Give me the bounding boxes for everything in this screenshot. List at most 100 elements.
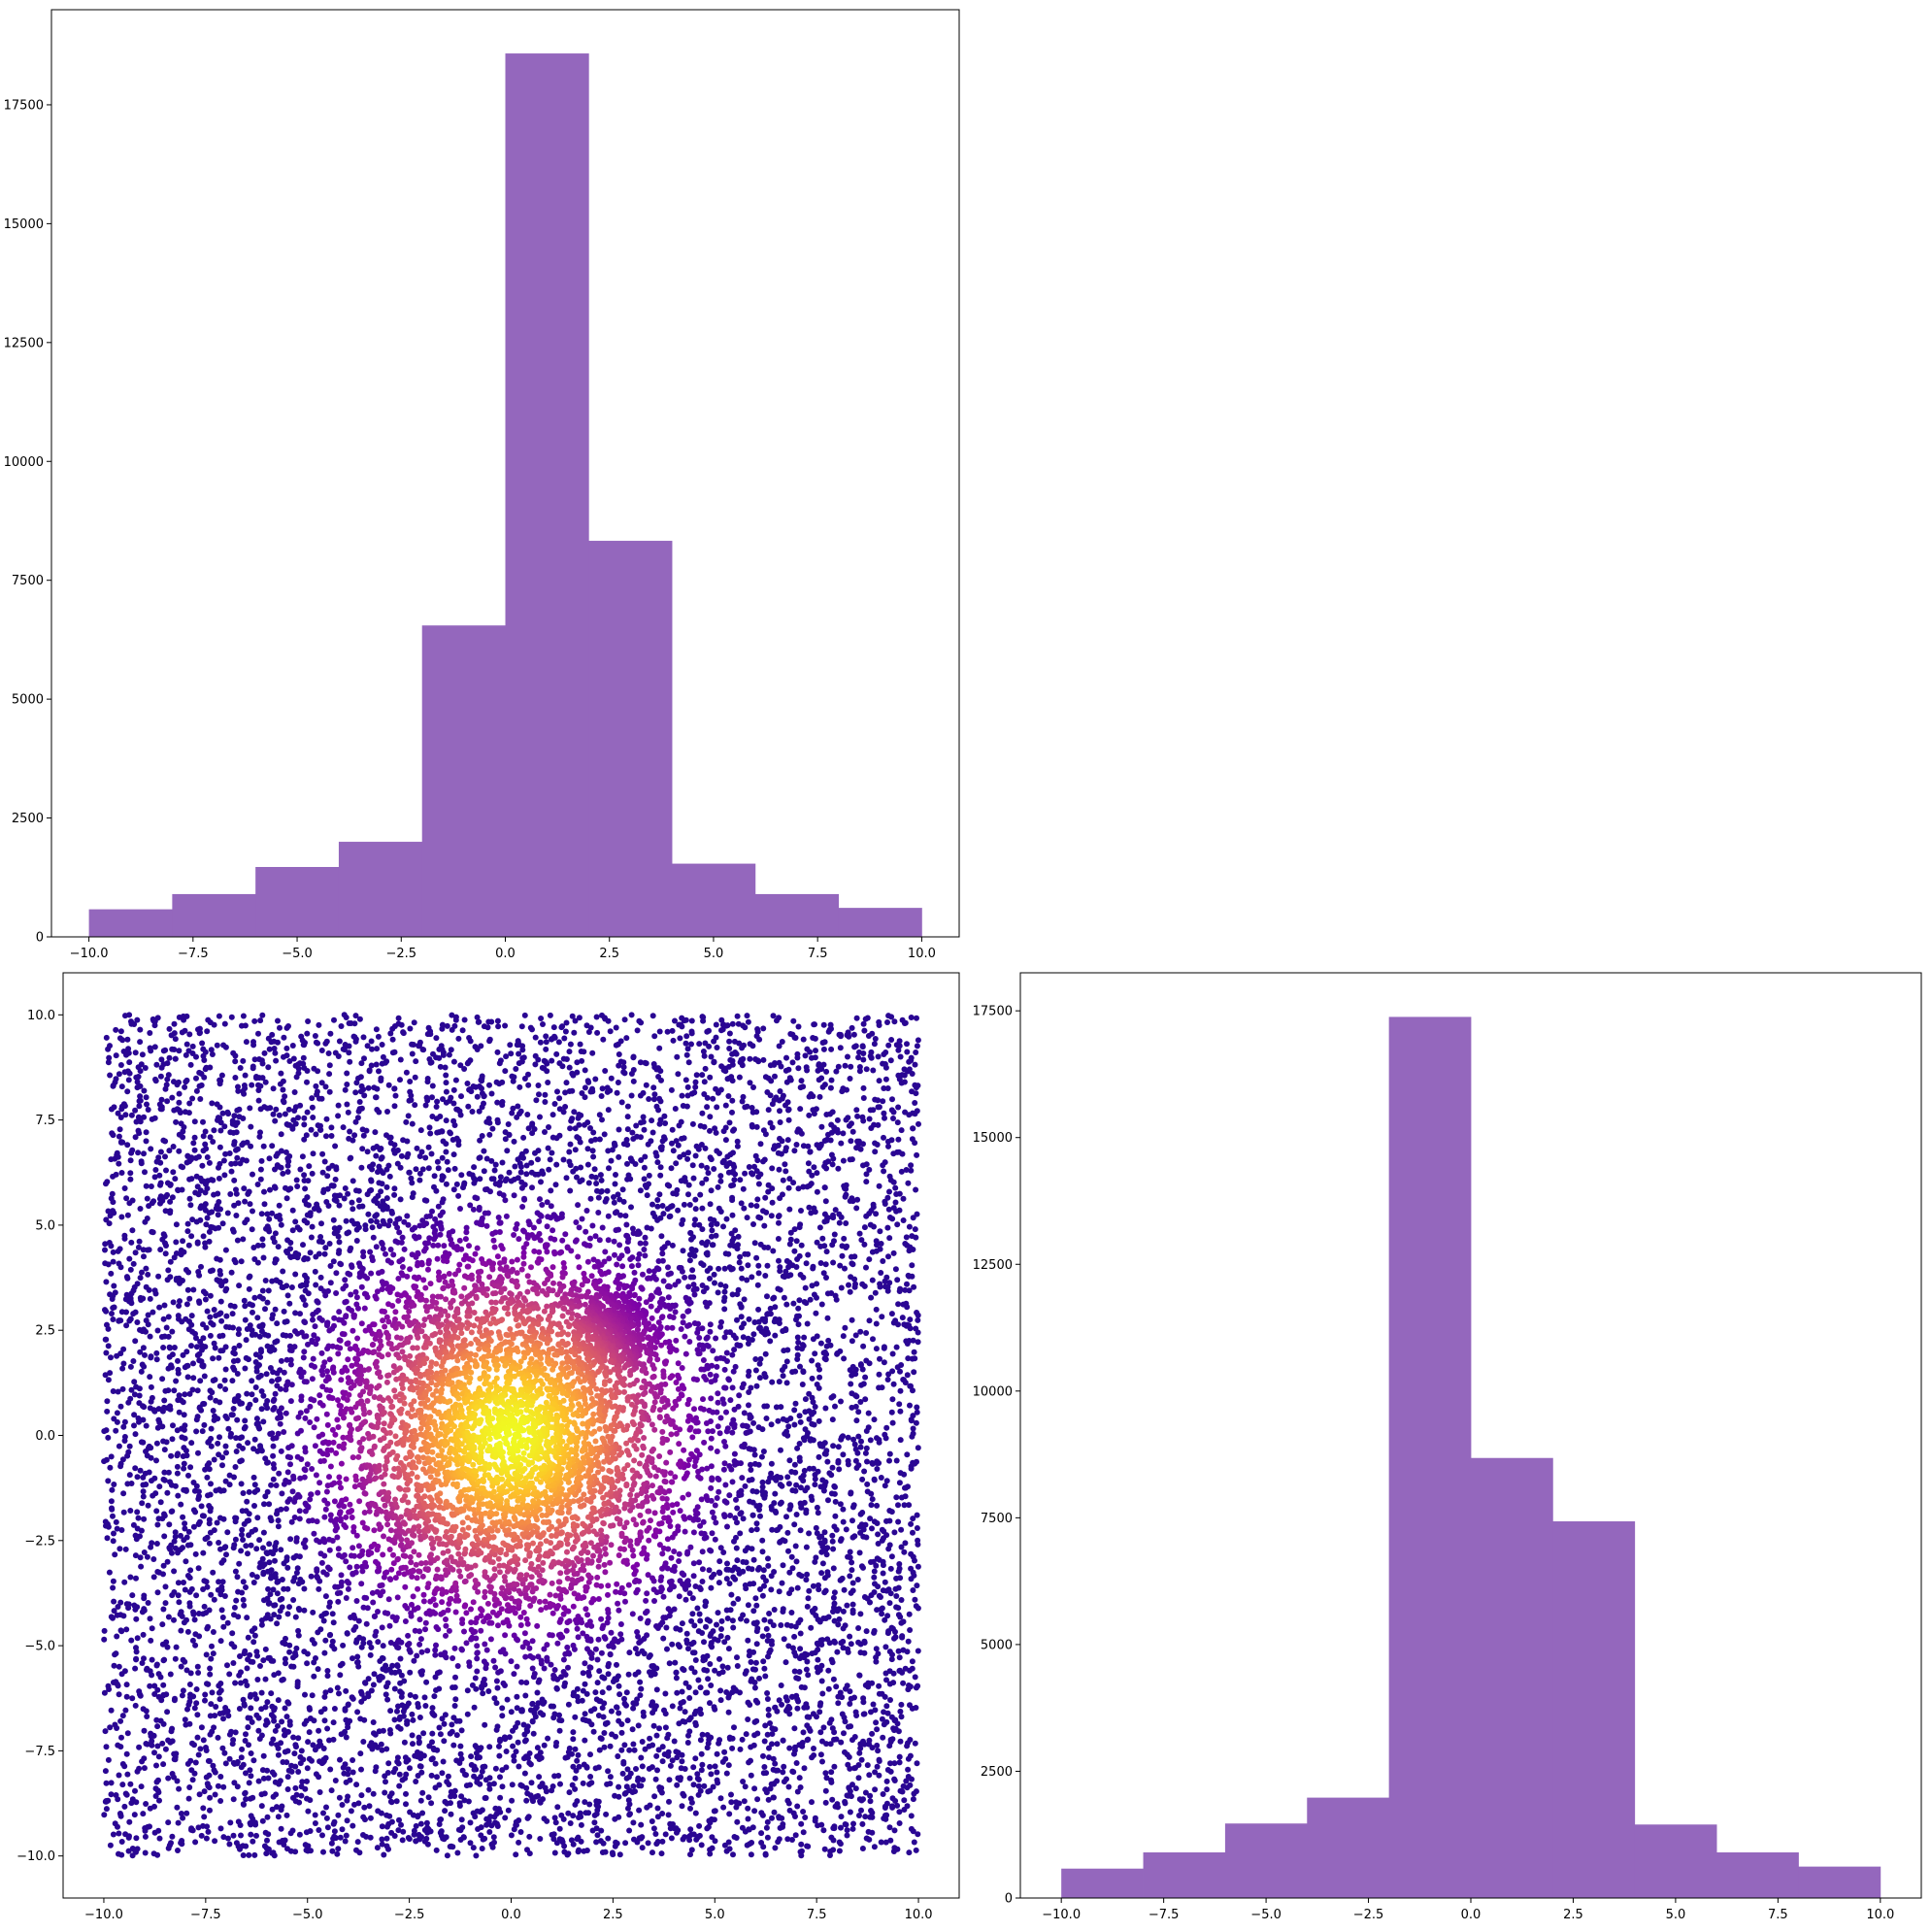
scatter-point — [171, 1568, 178, 1575]
scatter-point — [383, 1667, 389, 1674]
scatter-point — [653, 1686, 660, 1693]
scatter-point — [174, 1106, 181, 1113]
scatter-point — [182, 1391, 188, 1398]
scatter-point — [127, 1176, 134, 1183]
scatter-point — [770, 1794, 777, 1801]
scatter-point — [391, 1103, 398, 1110]
scatter-point — [914, 1760, 920, 1767]
scatter-point — [304, 1765, 311, 1772]
scatter-point — [140, 1493, 147, 1500]
scatter-point — [137, 1026, 144, 1033]
scatter-point — [651, 1793, 658, 1800]
scatter-point — [200, 1133, 207, 1140]
scatter-point — [206, 1228, 213, 1235]
scatter-point — [690, 1764, 697, 1771]
scatter-point — [336, 1239, 343, 1246]
scatter-point — [260, 1545, 266, 1551]
scatter-point — [226, 1472, 233, 1479]
scatter-point — [247, 1105, 253, 1112]
scatter-point — [728, 1183, 735, 1189]
scatter-point — [160, 1606, 167, 1613]
scatter-point — [769, 1815, 775, 1821]
scatter-point — [191, 1147, 198, 1153]
scatter-point — [240, 1761, 247, 1768]
scatter-point — [369, 1746, 376, 1752]
scatter-point — [780, 1609, 786, 1615]
scatter-point — [791, 1633, 798, 1640]
scatter-point — [805, 1251, 812, 1258]
scatter-point — [916, 1120, 921, 1127]
scatter-point — [662, 1711, 669, 1717]
scatter-point — [183, 1558, 189, 1565]
scatter-point — [760, 1056, 767, 1063]
scatter-point — [872, 1096, 879, 1103]
scatter-point — [591, 1812, 598, 1818]
scatter-point — [186, 1176, 193, 1183]
scatter-point — [908, 1520, 915, 1527]
scatter-point — [659, 1758, 666, 1765]
scatter-point — [284, 1292, 291, 1299]
scatter-point — [103, 1456, 110, 1463]
scatter-point — [835, 1165, 842, 1172]
scatter-point — [121, 1579, 128, 1585]
scatter-point — [713, 1021, 719, 1028]
scatter-point — [809, 1375, 816, 1382]
scatter-point — [683, 1033, 690, 1040]
scatter-point — [859, 1476, 866, 1482]
scatter-point — [210, 1355, 216, 1362]
scatter-point — [365, 1084, 372, 1091]
scatter-point — [602, 1068, 609, 1074]
scatter-point — [151, 1115, 158, 1121]
scatter-point — [251, 1819, 258, 1826]
scatter-point — [669, 1203, 676, 1210]
scatter-point — [908, 1057, 915, 1064]
scatter-point — [545, 1735, 551, 1742]
scatter-point — [758, 1840, 765, 1846]
scatter-point — [193, 1416, 200, 1423]
scatter-point — [241, 1090, 248, 1097]
scatter-point — [870, 1336, 876, 1343]
scatter-point — [696, 1611, 703, 1617]
scatter-point — [187, 1694, 193, 1701]
scatter-point — [761, 1665, 768, 1672]
scatter-point — [141, 1363, 148, 1370]
scatter-point — [895, 1321, 901, 1328]
scatter-point — [654, 1203, 661, 1210]
scatter-point — [366, 1068, 373, 1075]
scatter-point — [848, 1641, 854, 1648]
scatter-point — [391, 1023, 398, 1029]
scatter-point — [866, 1166, 873, 1173]
scatter-point — [159, 1621, 166, 1628]
scatter-point — [187, 1567, 194, 1574]
scatter-point — [652, 1831, 659, 1837]
scatter-point — [715, 1183, 721, 1190]
scatter-point — [543, 1033, 549, 1040]
scatter-point — [726, 1846, 733, 1852]
scatter-point — [862, 1374, 869, 1381]
scatter-point — [604, 1187, 611, 1194]
scatter-point — [863, 1066, 870, 1073]
histogram-bar — [505, 53, 589, 938]
scatter-point — [151, 1691, 158, 1697]
scatter-point — [291, 1089, 298, 1095]
scatter-point — [516, 1050, 522, 1057]
scatter-point — [896, 1480, 903, 1486]
scatter-point — [785, 1548, 791, 1554]
scatter-point — [154, 1723, 161, 1730]
scatter-point — [868, 1502, 875, 1509]
scatter-point — [309, 1104, 316, 1111]
scatter-point — [153, 1662, 160, 1669]
scatter-point — [272, 1779, 279, 1785]
scatter-point — [157, 1674, 164, 1681]
scatter-point — [123, 1791, 130, 1798]
scatter-point — [230, 1832, 237, 1839]
scatter-point — [820, 1827, 827, 1834]
scatter-point — [117, 1546, 123, 1552]
top-histogram-x-tick-label: 5.0 — [704, 947, 724, 961]
scatter-point — [328, 1124, 335, 1131]
scatter-point — [599, 1705, 606, 1712]
scatter-point — [853, 1015, 860, 1021]
scatter-point — [666, 1660, 673, 1667]
scatter-point — [912, 1082, 918, 1088]
scatter-point — [621, 1742, 628, 1749]
